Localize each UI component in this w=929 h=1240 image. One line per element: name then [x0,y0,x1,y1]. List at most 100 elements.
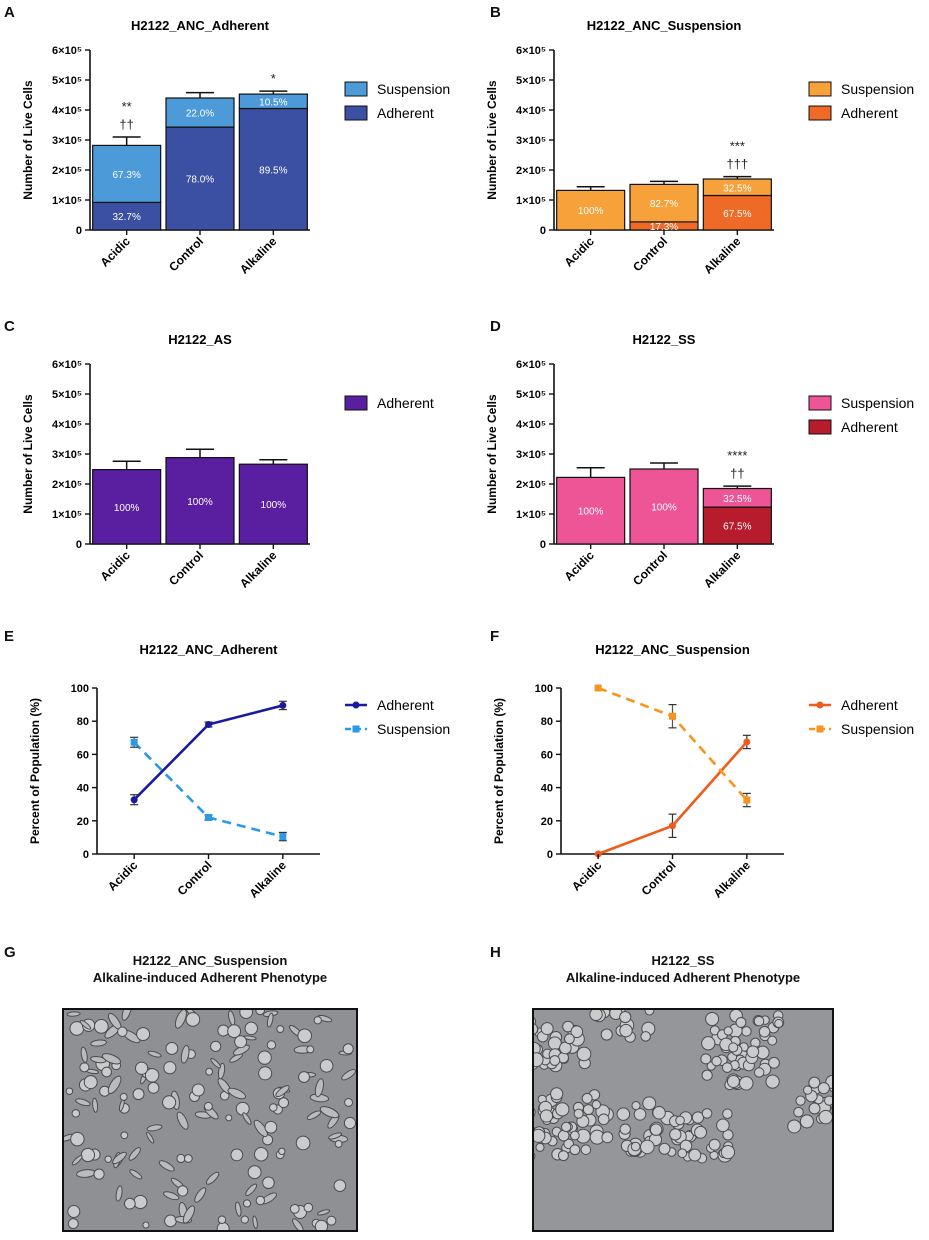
bar-data-label: 67.5% [723,209,751,220]
bar-adherent-control [165,126,235,231]
legend-label-suspension: Suspension [841,721,914,737]
y-tick-label: 0 [83,849,89,861]
bar-data-label: 100% [578,206,604,217]
cell [569,1144,581,1156]
micrograph-h-title-line1: H2122_SS [651,953,715,968]
significance-marker: †† [730,466,744,481]
bar-data-label: 32.5% [723,494,751,505]
cell [80,1046,88,1063]
micrograph-g-image [62,1008,358,1232]
cell [210,1040,222,1053]
x-tick-label-alkaline: Alkaline [701,548,744,591]
data-point-suspension [669,712,676,720]
bar-data-label: 32.5% [723,183,751,194]
data-point-suspension [130,738,138,746]
panel-letter-c: C [4,318,15,335]
bar-data-label: 78.0% [186,175,214,186]
y-tick-label: 80 [541,716,553,728]
cell [165,1042,179,1055]
data-point-adherent [130,796,138,804]
bar-suspension-control [629,468,699,545]
legend-label-adherent: Adherent [377,697,434,713]
cell [289,1203,300,1214]
bar-data-label: 17.3% [650,222,678,233]
micrograph-h-drawing [534,1010,832,1230]
chart-panel-d: H2122_SS 0 1×10⁵ 2×10⁵ 3×10⁵ 4×10⁵ 5×10⁵ 6×10⁵ N… [485,332,914,591]
cell [688,1148,702,1162]
cell [581,1092,593,1104]
cell [147,1050,162,1058]
micrograph-background [64,1010,356,1230]
bar-adherent-control [165,457,235,545]
bar-data-label: 32.7% [112,212,140,223]
cell [726,1074,740,1088]
x-tick-label-control: Control [630,548,670,588]
legend-marker [352,725,360,733]
bar-suspension-control [629,183,699,223]
significance-marker: *** [730,139,745,154]
bar-data-label: 100% [187,497,213,508]
y-tick-label: 40 [77,783,89,795]
significance-marker: †† [119,117,133,132]
y-tick-label: 4×10⁵ [516,105,546,117]
cell [534,1017,537,1026]
y-tick-label: 2×10⁵ [52,165,82,177]
legend-swatch-adherent [344,395,368,411]
cell [104,1155,112,1163]
x-tick-label-alkaline: Alkaline [237,234,280,277]
y-tick-label: 0 [540,539,546,551]
cell [112,1151,127,1165]
x-tick-label-alkaline: Alkaline [237,548,280,591]
y-axis-label: Number of Live Cells [21,80,35,200]
cell [705,1012,720,1027]
cell [722,1129,734,1141]
cell [534,1041,541,1056]
cell [235,1201,242,1217]
y-tick-label: 5×10⁵ [516,75,546,87]
cell [701,1036,716,1051]
y-tick-label: 5×10⁵ [516,389,546,401]
chart-title: H2122_AS [168,332,232,347]
cell [276,1025,285,1034]
panel-letter-h: H [490,944,501,961]
x-tick-label-control: Control [630,234,670,274]
cell [245,1183,258,1197]
panel-letter-g: G [4,944,16,961]
cell [642,1096,657,1111]
y-tick-label: 60 [77,749,89,761]
cell [817,1082,830,1095]
cell [240,1215,249,1224]
cell [79,1062,90,1073]
cell [117,1026,128,1037]
legend-swatch-adherent [344,105,368,121]
cell [793,1106,804,1118]
series-line-adherent [133,704,284,801]
cell [633,1107,647,1121]
cell [753,1067,765,1078]
cell [205,1067,214,1076]
cell [163,1061,177,1075]
cell [229,1053,243,1063]
micrograph-g-drawing [64,1010,356,1230]
cell [101,1066,112,1078]
cell [203,1101,213,1111]
bar-data-label: 100% [651,503,677,514]
cell [722,1108,733,1119]
cell [75,1098,91,1107]
cell [71,1109,81,1118]
cell [343,1116,356,1130]
cell [67,1205,81,1219]
micrograph-h-image [532,1008,834,1232]
x-tick-label-acidic: Acidic [561,548,597,584]
cell [808,1076,821,1089]
cell [723,1026,733,1036]
cell [540,1022,554,1036]
legend-swatch-adherent [808,105,832,121]
data-point-suspension [743,796,751,804]
significance-marker: * [271,71,276,86]
cell [328,1132,343,1140]
cell [694,1125,707,1139]
bar-data-label: 100% [578,507,604,518]
x-tick-label-acidic: Acidic [97,548,133,584]
cell [319,1106,340,1119]
